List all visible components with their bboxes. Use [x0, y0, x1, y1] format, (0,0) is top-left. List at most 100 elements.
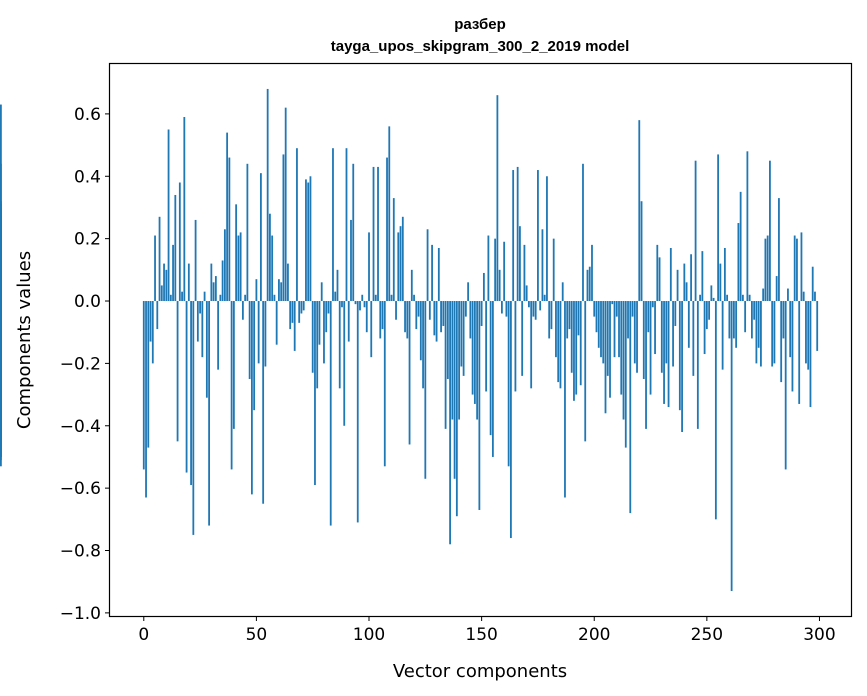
bar — [550, 301, 553, 330]
bar — [460, 301, 463, 367]
bar — [712, 297, 715, 302]
bar — [208, 301, 210, 526]
bar — [645, 301, 647, 429]
bar-series — [0, 88, 819, 592]
y-tick-label: 0.6 — [74, 105, 101, 125]
bar — [807, 301, 810, 370]
bar — [805, 301, 807, 364]
bar — [595, 301, 598, 333]
bar — [381, 301, 384, 330]
bar — [546, 176, 548, 302]
bar — [591, 244, 593, 302]
bar — [284, 107, 287, 302]
bar — [780, 301, 783, 383]
bar — [778, 198, 780, 302]
bar — [347, 301, 350, 342]
bar — [0, 301, 2, 376]
bar — [766, 235, 769, 302]
bar — [638, 120, 641, 302]
bar — [446, 301, 449, 379]
bar — [424, 301, 427, 479]
bar — [575, 301, 578, 395]
bar — [359, 301, 361, 311]
bar — [401, 216, 404, 302]
bar — [649, 301, 652, 395]
bar — [755, 301, 758, 364]
bar — [802, 291, 805, 302]
bar — [260, 173, 262, 302]
bar — [543, 294, 546, 302]
bar — [559, 301, 562, 389]
bar — [789, 301, 792, 358]
bar — [705, 301, 708, 330]
bar — [345, 148, 348, 302]
bar — [744, 301, 747, 333]
bar — [696, 301, 699, 429]
bar — [640, 201, 643, 302]
bar — [458, 301, 460, 420]
bar — [719, 263, 722, 302]
bar — [710, 285, 713, 302]
bar — [226, 132, 229, 302]
bar — [660, 301, 663, 373]
bar — [775, 276, 778, 302]
bar — [717, 154, 720, 302]
bar — [771, 301, 774, 367]
bar — [516, 166, 519, 302]
y-tick-label: −0.2 — [60, 354, 101, 374]
bar — [154, 235, 156, 302]
bar — [314, 301, 316, 486]
bar — [611, 301, 614, 305]
bar — [368, 232, 370, 302]
plot-frame — [108, 62, 853, 618]
bar — [665, 301, 668, 364]
bar — [174, 194, 177, 302]
bar — [586, 269, 589, 302]
bar — [476, 301, 479, 420]
bar — [320, 282, 323, 302]
bar — [654, 301, 656, 355]
bar — [404, 301, 406, 333]
y-tick-label: −0.6 — [60, 479, 101, 499]
bar — [354, 301, 357, 305]
bar — [318, 301, 321, 345]
bar — [464, 301, 467, 317]
bar — [692, 301, 695, 376]
bar — [552, 238, 555, 302]
bar — [248, 301, 251, 379]
bar — [473, 301, 476, 404]
bar — [557, 301, 560, 383]
bar — [167, 129, 170, 302]
y-tick-label: 0.2 — [74, 230, 101, 250]
bar — [503, 241, 506, 302]
bar — [422, 301, 424, 389]
bar — [417, 301, 420, 317]
bar — [343, 301, 346, 426]
bar — [478, 301, 481, 510]
bar — [753, 301, 756, 320]
bar — [291, 301, 294, 323]
bar — [433, 301, 436, 336]
bar — [487, 235, 490, 302]
bar — [566, 301, 569, 339]
bar — [721, 301, 724, 370]
x-tick-label: 150 — [465, 625, 497, 645]
bar — [151, 301, 154, 364]
bar — [485, 301, 488, 392]
bar — [462, 301, 465, 376]
bar — [708, 301, 711, 320]
bar — [219, 294, 222, 302]
bar — [570, 301, 573, 373]
bar — [149, 301, 152, 342]
bar — [730, 301, 733, 592]
bar — [223, 229, 226, 302]
x-tick-label: 50 — [246, 625, 268, 645]
bar — [669, 248, 672, 302]
y-axis-ticks: −1.0 −0.8 −0.6 −0.4 −0.2 0.0 0.2 0.4 0.6 — [60, 105, 110, 624]
bar — [221, 260, 224, 302]
bar — [199, 301, 201, 314]
bar — [388, 126, 391, 302]
bar — [410, 269, 413, 302]
y-tick-label: −0.4 — [60, 417, 101, 437]
bar — [399, 226, 402, 302]
